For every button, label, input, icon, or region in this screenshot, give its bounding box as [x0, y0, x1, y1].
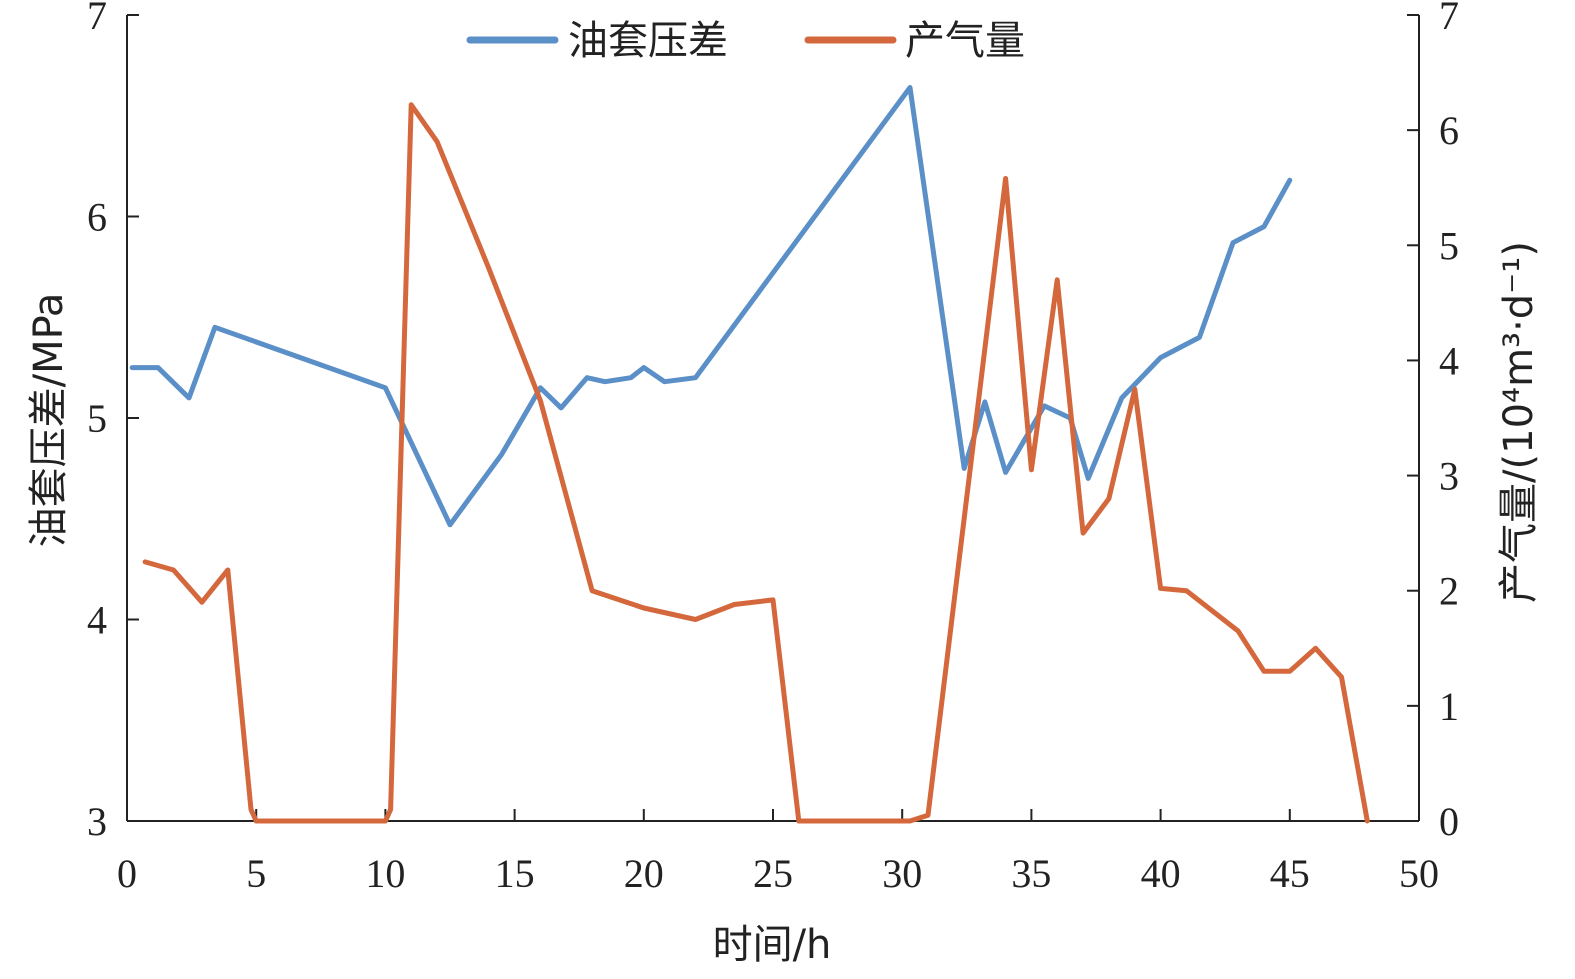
- x-tick-label: 20: [624, 851, 664, 896]
- x-tick-label: 30: [882, 851, 922, 896]
- series-line-gas-production: [142, 102, 1370, 824]
- y-right-tick-label: 0: [1439, 799, 1459, 844]
- series-lines: [129, 85, 1370, 824]
- series-line-pressure-difference: [129, 85, 1293, 528]
- y-right-tick-label: 1: [1439, 684, 1459, 729]
- x-tick-label: 0: [117, 851, 137, 896]
- y-left-tick-label: 4: [87, 598, 107, 643]
- x-tick-label: 10: [365, 851, 405, 896]
- y-right-tick-label: 7: [1439, 0, 1459, 38]
- x-tick-label: 45: [1270, 851, 1310, 896]
- y-right-tick-label: 3: [1439, 454, 1459, 499]
- x-tick-label: 15: [495, 851, 535, 896]
- legend: 油套压差 产气量: [466, 18, 1025, 64]
- y-left-tick-label: 6: [87, 195, 107, 240]
- y-left-tick-label: 5: [87, 396, 107, 441]
- y-left-axis-title: 油套压差/MPa: [26, 293, 72, 548]
- x-tick-label: 5: [246, 851, 266, 896]
- x-tick-label: 50: [1399, 851, 1439, 896]
- y-left-tick-label: 3: [87, 799, 107, 844]
- x-tick-label: 25: [753, 851, 793, 896]
- y-left-tick-label: 7: [87, 0, 107, 38]
- axes: [126, 15, 1420, 822]
- x-tick-label: 35: [1011, 851, 1051, 896]
- y-right-tick-label: 6: [1439, 108, 1459, 153]
- x-axis-title: 时间/h: [713, 922, 832, 968]
- legend-label-gas: 产气量: [905, 18, 1025, 64]
- y-right-tick-label: 2: [1439, 569, 1459, 614]
- y-right-axis-title: 产气量/(10⁴m³·d⁻¹): [1496, 241, 1542, 603]
- x-tick-label: 40: [1141, 851, 1181, 896]
- legend-label-pressure: 油套压差: [568, 18, 728, 64]
- y-right-tick-label: 4: [1439, 338, 1459, 383]
- y-right-tick-label: 5: [1439, 223, 1459, 268]
